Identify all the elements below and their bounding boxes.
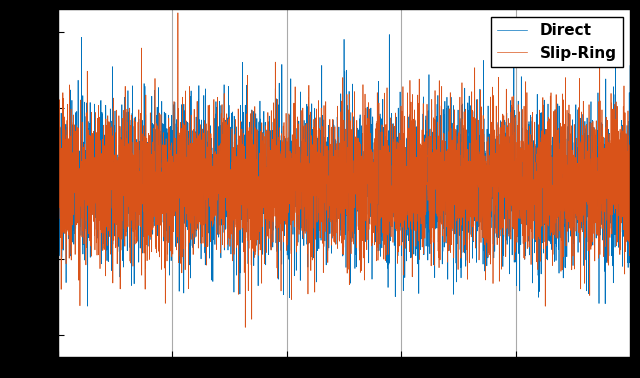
Direct — [54, 162, 61, 167]
Slip-Ring — [158, 205, 166, 210]
Slip-Ring — [273, 152, 280, 156]
Slip-Ring — [627, 232, 634, 237]
Line: Direct: Direct — [58, 35, 630, 306]
Slip-Ring — [174, 11, 182, 15]
Direct — [158, 99, 166, 104]
Direct — [273, 96, 280, 101]
Direct — [397, 253, 405, 258]
Direct — [627, 213, 634, 218]
Slip-Ring — [54, 222, 61, 227]
Direct — [525, 122, 532, 127]
Slip-Ring — [397, 198, 405, 203]
Direct — [426, 141, 434, 146]
Direct — [385, 33, 393, 37]
Legend: Direct, Slip-Ring: Direct, Slip-Ring — [491, 17, 623, 67]
Slip-Ring — [525, 205, 532, 209]
Slip-Ring — [426, 167, 434, 172]
Line: Slip-Ring: Slip-Ring — [58, 13, 630, 327]
Slip-Ring — [241, 325, 249, 330]
Direct — [84, 304, 92, 308]
Direct — [481, 257, 489, 262]
Slip-Ring — [481, 193, 489, 198]
